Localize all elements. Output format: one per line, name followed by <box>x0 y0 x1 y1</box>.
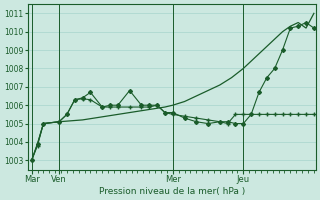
X-axis label: Pression niveau de la mer( hPa ): Pression niveau de la mer( hPa ) <box>99 187 245 196</box>
